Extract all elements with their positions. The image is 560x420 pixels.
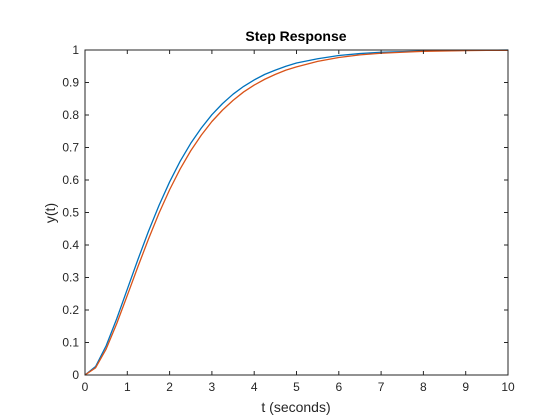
x-tick-label: 3 bbox=[209, 380, 216, 394]
x-tick-label: 7 bbox=[378, 380, 385, 394]
y-tick-label: 0.2 bbox=[62, 303, 79, 317]
x-axis-label: t (seconds) bbox=[261, 399, 330, 415]
x-tick-label: 10 bbox=[501, 380, 515, 394]
x-tick-label: 6 bbox=[335, 380, 342, 394]
y-tick-label: 0.7 bbox=[62, 141, 79, 155]
y-tick-label: 1 bbox=[72, 43, 79, 57]
x-tick-label: 4 bbox=[251, 380, 258, 394]
series-line-2 bbox=[84, 49, 508, 376]
y-tick-label: 0.3 bbox=[62, 271, 79, 285]
x-tick-label: 8 bbox=[420, 380, 427, 394]
x-tick-label: 1 bbox=[124, 380, 131, 394]
y-tick-label: 0.5 bbox=[62, 206, 79, 220]
chart-title: Step Response bbox=[245, 28, 346, 44]
series-layer bbox=[84, 49, 509, 376]
y-axis-ticks: 0 0.1 0.2 0.3 0.4 0.5 0.6 0.7 0.8 0.9 1 bbox=[62, 43, 508, 382]
y-tick-label: 0.8 bbox=[62, 108, 79, 122]
y-axis-label: y(t) bbox=[42, 203, 58, 223]
y-tick-label: 0.1 bbox=[62, 336, 79, 350]
x-tick-label: 5 bbox=[293, 380, 300, 394]
x-tick-label: 2 bbox=[166, 380, 173, 394]
y-tick-label: 0.6 bbox=[62, 173, 79, 187]
y-tick-label: 0.4 bbox=[62, 238, 79, 252]
x-axis-ticks: 0 1 2 3 4 5 6 7 8 9 10 bbox=[82, 50, 515, 394]
x-tick-label: 0 bbox=[82, 380, 89, 394]
x-tick-label: 9 bbox=[462, 380, 469, 394]
plot-area bbox=[85, 50, 508, 375]
y-tick-label: 0.9 bbox=[62, 76, 79, 90]
y-tick-label: 0 bbox=[72, 368, 79, 382]
